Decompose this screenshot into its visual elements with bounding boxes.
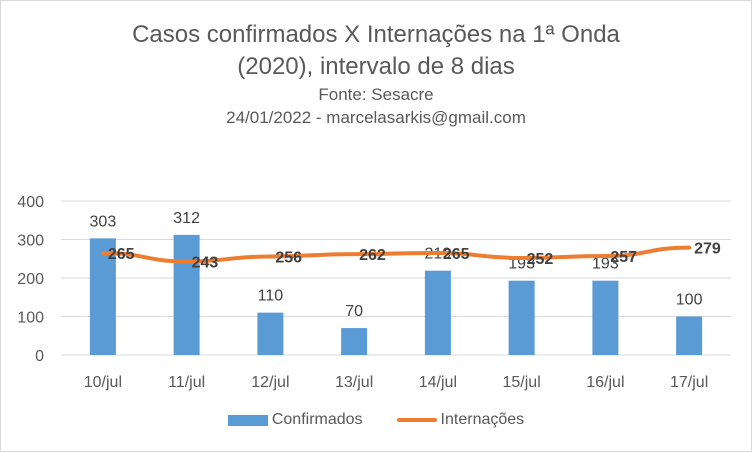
line-label-internacoes-2: 256 [275,249,302,266]
line-internacoes [100,245,692,264]
legend: Confirmados Internações [1,411,751,429]
line-label-internacoes-5: 252 [527,251,554,268]
y-tick-label-1: 100 [17,310,44,327]
legend-swatch-confirmados [227,414,268,426]
y-tick-label-4: 400 [17,194,44,211]
legend-label-internacoes: Internações [440,411,525,428]
x-tick-label-1: 11/jul [168,374,205,391]
x-tick-label-3: 13/jul [335,374,373,391]
line-label-internacoes-3: 262 [359,247,386,264]
chart-title-block: Casos confirmados X Internações na 1ª On… [1,19,751,129]
line-label-internacoes-0: 265 [108,246,135,263]
bar-confirmados-4 [424,270,451,355]
x-tick-label-0: 10/jul [84,374,122,391]
chart-subtitle-source: Fonte: Sesacre [318,85,434,104]
bar-label-confirmados-7: 100 [676,292,703,309]
chart-title-line-2: (2020), intervalo de 8 dias [237,53,515,80]
bar-confirmados-6 [592,280,619,355]
y-tick-label-3: 300 [17,233,44,250]
line-label-internacoes-1: 243 [192,254,219,271]
legend-item-confirmados: Confirmados [227,411,363,429]
bar-confirmados-3 [341,328,368,355]
chart-title-line-1: Casos confirmados X Internações na 1ª On… [132,21,620,48]
legend-item-internacoes: Internações [396,411,525,429]
y-tick-label-2: 200 [17,271,44,288]
x-tick-label-6: 16/jul [586,374,624,391]
bar-label-confirmados-6: 193 [592,256,619,273]
line-label-internacoes-6: 257 [610,249,637,266]
x-tick-label-7: 17/jul [670,374,708,391]
x-tick-label-4: 14/jul [419,374,457,391]
bar-confirmados-0 [89,238,116,355]
bar-label-confirmados-0: 303 [90,213,117,230]
bar-confirmados-5 [508,280,535,355]
chart-subtitle-date: 24/01/2022 - marcelasarkis@gmail.com [226,108,526,127]
line-label-internacoes-7: 279 [694,241,721,258]
line-label-internacoes-4: 265 [443,246,470,263]
legend-label-confirmados: Confirmados [271,411,363,428]
bar-confirmados-7 [676,316,703,355]
x-tick-label-5: 15/jul [503,374,541,391]
bar-label-confirmados-3: 70 [345,303,363,320]
y-tick-label-0: 0 [35,348,44,365]
bar-confirmados-2 [257,312,284,355]
bar-label-confirmados-1: 312 [173,210,200,227]
bar-label-confirmados-2: 110 [258,288,284,305]
legend-swatch-internacoes [396,418,437,422]
x-tick-label-2: 12/jul [251,374,289,391]
bar-confirmados-1 [173,234,200,355]
